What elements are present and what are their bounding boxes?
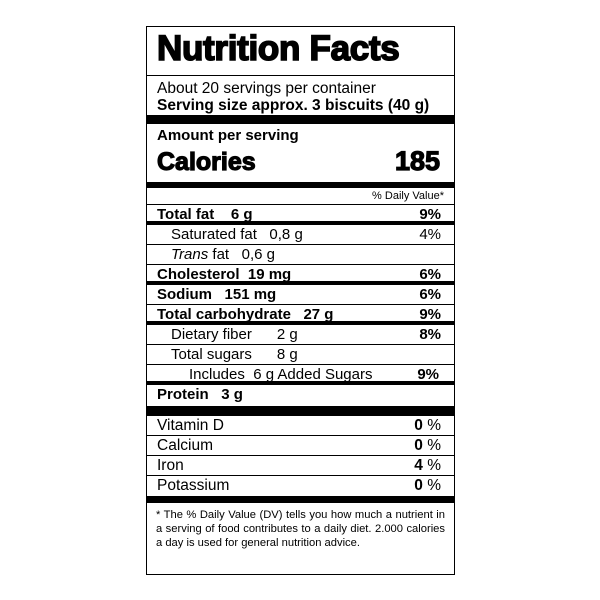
footnote: * The % Daily Value (DV) tells you how m… [156, 509, 445, 549]
calories-label: Calories [156, 147, 256, 176]
percent-unit: % [422, 417, 441, 434]
nutrient-dv: 6% [419, 286, 441, 303]
vitamin-row: Iron 4 % [147, 456, 454, 476]
amount-per-serving: Amount per serving [157, 127, 299, 144]
nutrient-amount: 3 g [221, 386, 243, 403]
nutrient-label: Total sugars [171, 346, 252, 363]
vitamin-dv: 0 [414, 437, 423, 454]
nutrient-row-trans-fat: Trans fat 0,6 g [147, 245, 454, 265]
nutrient-amount: 151 mg [224, 286, 277, 303]
nutrient-row-added-sugars: Includes 6 g Added Sugars 9% [147, 365, 454, 385]
calories-value: 185 [394, 145, 440, 176]
vitamin-label: Vitamin D [157, 417, 224, 434]
nutrient-label-italic: Trans [171, 246, 209, 263]
nutrient-dv: 9% [417, 366, 439, 383]
vitamin-label: Calcium [157, 437, 213, 454]
nutrient-dv: 9% [419, 306, 441, 323]
vitamin-row: Vitamin D 0 % [147, 416, 454, 436]
nutrient-row-dietary-fiber: Dietary fiber 2 g 8% [147, 325, 454, 345]
nutrient-row-total-fat: Total fat 6 g 9% [147, 205, 454, 225]
nutrient-amount: 27 g [303, 306, 334, 323]
vitamin-dv: 0 [414, 417, 423, 434]
vitamin-row: Calcium 0 % [147, 436, 454, 456]
nutrient-label: Protein [157, 386, 209, 403]
nutrient-row-cholesterol: Cholesterol 19 mg 6% [147, 265, 454, 285]
nutrient-amount: 19 mg [247, 266, 292, 283]
nutrition-facts-label: Nutrition Facts About 20 servings per co… [146, 26, 455, 575]
vitamin-dv: 0 [414, 477, 423, 494]
label-title: Nutrition Facts [156, 28, 400, 69]
calories-section: Amount per serving Calories 185 [147, 124, 454, 188]
nutrient-row-total-sugars: Total sugars 8 g [147, 345, 454, 365]
vitamin-dv: 4 [414, 457, 423, 474]
nutrient-dv: 6% [419, 266, 441, 283]
nutrient-amount: 0,6 g [241, 246, 275, 263]
nutrient-amount: 8 g [276, 346, 298, 363]
serving-size: Serving size approx. 3 biscuits (40 g) [157, 97, 430, 114]
nutrient-row-total-carbohydrate: Total carbohydrate 27 g 9% [147, 305, 454, 325]
nutrient-label: Saturated fat [171, 226, 257, 243]
title-row: Nutrition Facts [147, 27, 454, 76]
servings-per-container: About 20 servings per container [157, 80, 376, 97]
nutrient-row-protein: Protein 3 g [147, 385, 454, 416]
nutrient-amount: 6 g [230, 206, 253, 223]
daily-value-header-row: % Daily Value* [147, 188, 454, 205]
nutrient-row-sodium: Sodium 151 mg 6% [147, 285, 454, 305]
nutrient-amount: 2 g [276, 326, 298, 343]
vitamin-row: Potassium 0 % [147, 476, 454, 503]
nutrient-label: Includes [189, 366, 245, 383]
serving-info: About 20 servings per container Serving … [147, 76, 454, 124]
nutrient-amount: 0,8 g [269, 226, 303, 243]
nutrient-amount: 6 g Added Sugars [253, 366, 373, 383]
percent-unit: % [422, 437, 441, 454]
nutrient-label: Sodium [157, 286, 212, 303]
nutrient-label: Dietary fiber [171, 326, 252, 343]
vitamin-label: Potassium [157, 477, 230, 494]
nutrient-label: fat [208, 246, 230, 263]
nutrient-label: Cholesterol [157, 266, 240, 283]
nutrient-label: Total carbohydrate [157, 306, 291, 323]
percent-unit: % [422, 477, 441, 494]
nutrient-dv: 4% [419, 226, 441, 243]
vitamin-label: Iron [157, 457, 184, 474]
nutrient-label: Total fat [157, 206, 215, 223]
nutrient-dv: 8% [419, 326, 441, 343]
daily-value-header: % Daily Value* [372, 190, 444, 202]
percent-unit: % [422, 457, 441, 474]
nutrient-row-saturated-fat: Saturated fat 0,8 g 4% [147, 225, 454, 245]
nutrient-dv: 9% [419, 206, 441, 223]
